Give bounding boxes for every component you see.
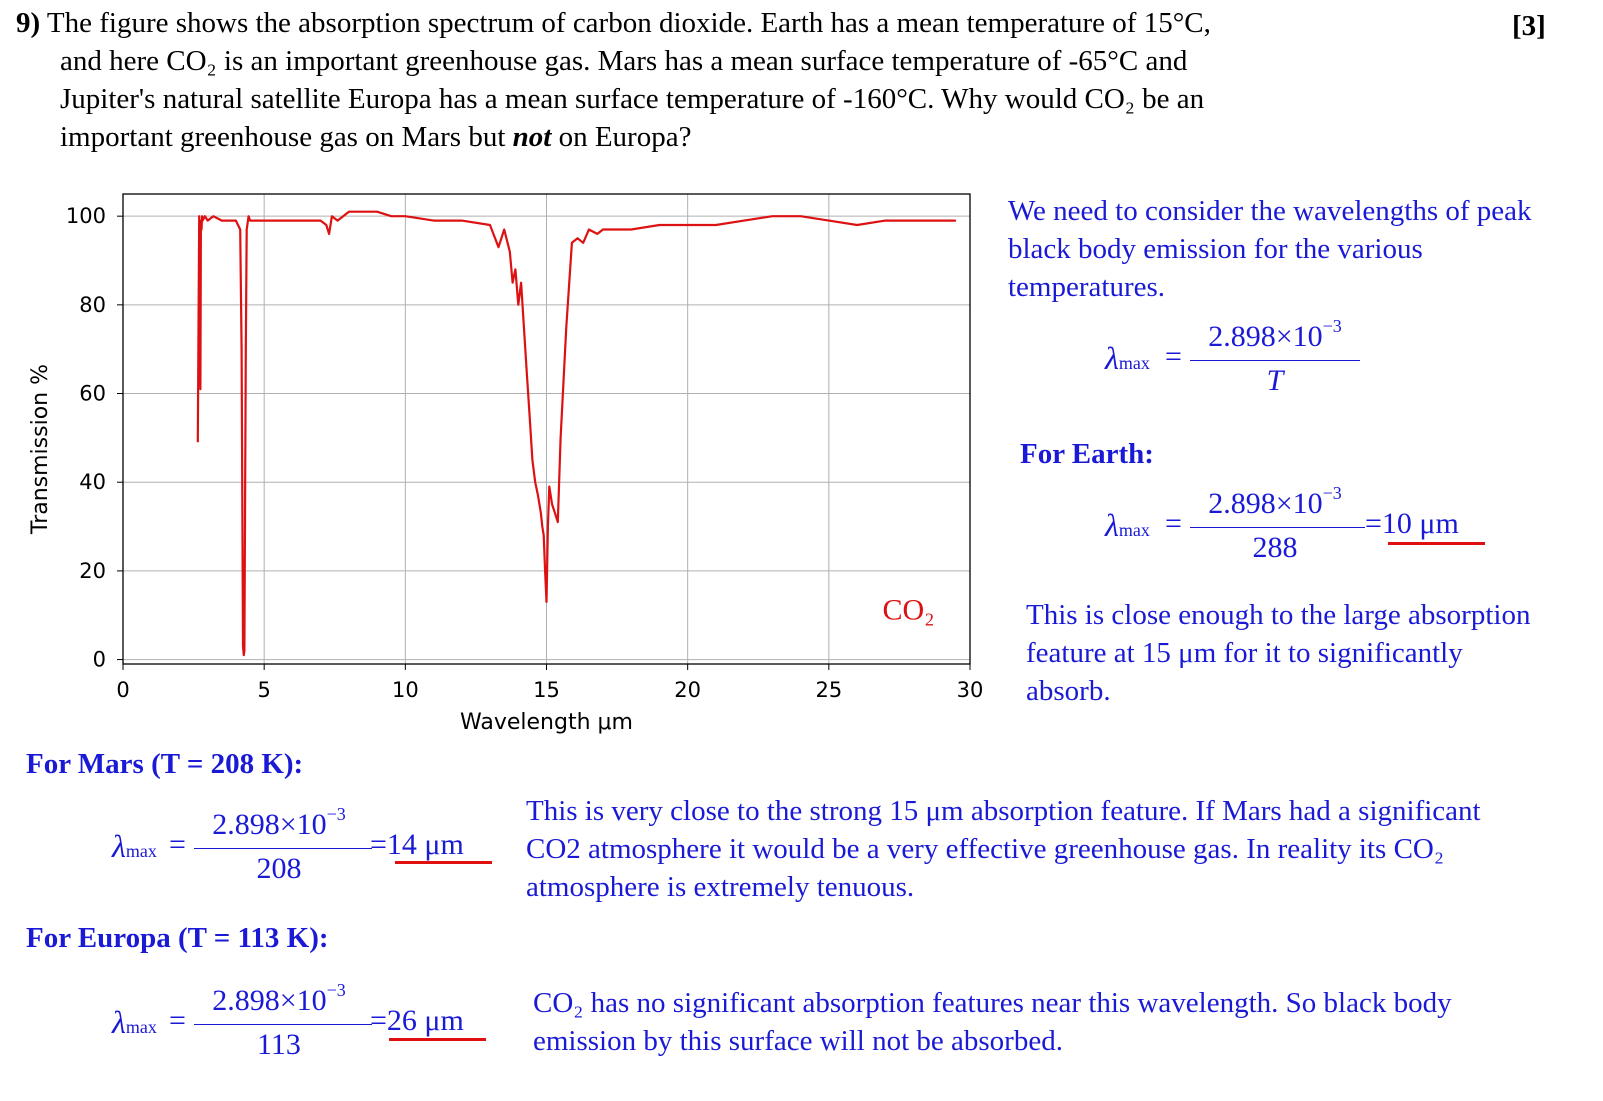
- question-line-4: important greenhouse gas on Mars but not…: [60, 121, 692, 153]
- question-number: 9): [16, 7, 41, 39]
- question-line-1: 9) The figure shows the absorption spect…: [16, 7, 1211, 39]
- earth-result: =10 μm: [1365, 507, 1459, 540]
- y-tick-label-100: 100: [66, 204, 106, 228]
- co2-absorption-chart: 0 5 10 15 20 25 30 0 20 40 60 80 100 Wavelength μm Tra…: [28, 193, 984, 735]
- marks-badge: [3]: [1512, 10, 1546, 42]
- x-tick-label-30: 30: [957, 678, 984, 702]
- x-tick-label-25: 25: [815, 678, 842, 702]
- earth-heading: For Earth:: [1020, 438, 1154, 470]
- earth-comment: This is close enough to the large absorp…: [1026, 599, 1531, 707]
- question-line-2: and here CO₂ is an important greenhouse …: [60, 45, 1188, 77]
- europa-result-underline: [389, 1038, 486, 1041]
- emphasis-not: not: [512, 121, 552, 153]
- chart-annotation: CO₂: [882, 594, 934, 627]
- x-axis-label: Wavelength μm: [460, 710, 633, 735]
- europa-heading: For Europa (T = 113 K):: [26, 922, 329, 954]
- generic-formula: λmax = 2.898×10−3 T: [1105, 316, 1385, 408]
- earth-result-underline: [1388, 542, 1485, 545]
- intro-text: We need to consider the wavelengths of p…: [1008, 195, 1532, 303]
- y-tick-label-80: 80: [79, 293, 106, 317]
- x-tick-label-10: 10: [392, 678, 419, 702]
- series-line-0: [196, 210, 956, 657]
- europa-comment: CO₂ has no significant absorption featur…: [533, 987, 1452, 1057]
- earth-formula: λmax = 2.898×10−3 288 =10 μm: [1105, 483, 1505, 575]
- x-tick-label-20: 20: [674, 678, 701, 702]
- y-tick-label-40: 40: [79, 470, 106, 494]
- question-text: 9) The figure shows the absorption spect…: [16, 4, 1496, 156]
- europa-result: =26 μm: [370, 1004, 464, 1037]
- y-axis-label: Transmission %: [28, 364, 53, 535]
- question-line-3: Jupiter's natural satellite Europa has a…: [60, 83, 1205, 115]
- y-tick-label-20: 20: [79, 559, 106, 583]
- mars-comment: This is very close to the strong 15 μm a…: [526, 795, 1481, 903]
- x-tick-label-0: 0: [116, 678, 129, 702]
- x-tick-label-15: 15: [533, 678, 560, 702]
- europa-formula: λmax = 2.898×10−3 113 =26 μm: [112, 980, 512, 1072]
- mars-result-underline: [395, 861, 492, 864]
- mars-heading: For Mars (T = 208 K):: [26, 748, 304, 780]
- y-tick-label-0: 0: [93, 648, 106, 672]
- mars-formula: λmax = 2.898×10−3 208 =14 μm: [112, 804, 512, 896]
- mars-result: =14 μm: [370, 828, 464, 861]
- x-tick-label-5: 5: [257, 678, 270, 702]
- y-tick-label-60: 60: [79, 382, 106, 406]
